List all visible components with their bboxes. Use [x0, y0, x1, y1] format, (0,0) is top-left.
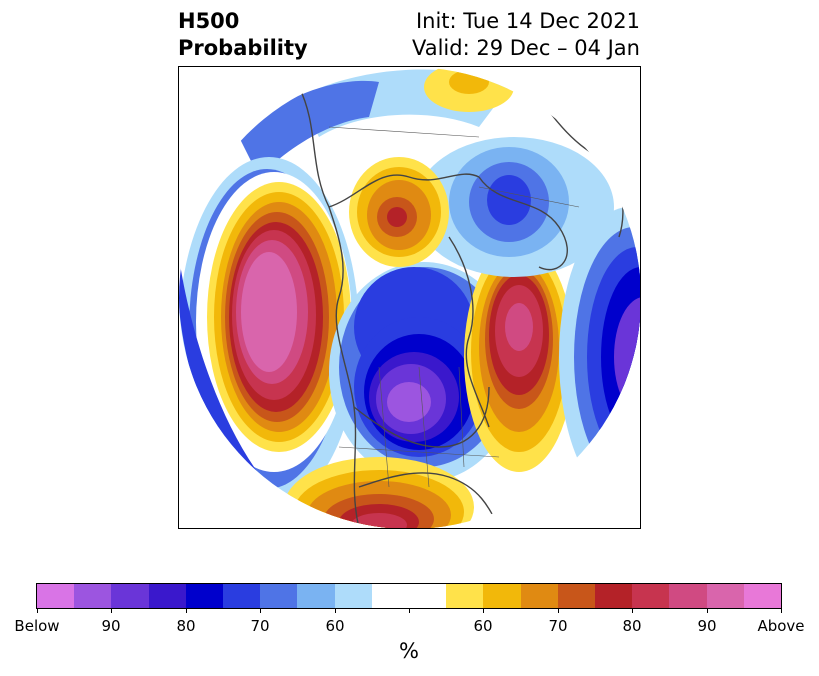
colorbar-segment [148, 584, 186, 608]
colorbar-segment [743, 584, 782, 608]
colorbar-tick-label: 70 [250, 617, 270, 635]
colorbar-segment [706, 584, 744, 608]
title-variable: H500 [178, 9, 240, 33]
anomaly-siberia-above [349, 157, 449, 267]
colorbar-segment [557, 584, 596, 608]
colorbar-tick [632, 608, 633, 613]
colorbar-tick [483, 608, 484, 613]
colorbar-tick [707, 608, 708, 613]
colorbar-segment [520, 584, 558, 608]
colorbar-segment [297, 584, 335, 608]
colorbar-tick [781, 608, 782, 613]
colorbar-segment [37, 584, 75, 608]
colorbar-tick-label: 60 [473, 617, 493, 635]
colorbar-segment [409, 584, 447, 608]
colorbar-tick [260, 608, 261, 613]
anomaly-scandinavia-below [414, 137, 614, 277]
colorbar-segment [483, 584, 521, 608]
colorbar-segment [111, 584, 149, 608]
map-panel [178, 66, 641, 529]
colorbar-tick-label: 90 [101, 617, 121, 635]
anomaly-mexico-above [284, 457, 474, 528]
colorbar-segment [595, 584, 633, 608]
colorbar-segment [185, 584, 224, 608]
title-init: Init: Tue 14 Dec 2021 [415, 9, 640, 33]
title-valid: Valid: 29 Dec – 04 Jan [411, 36, 640, 60]
anomaly-pacific-above [179, 157, 359, 507]
colorbar-tick-label: 70 [548, 617, 568, 635]
colorbar-tick-label: 80 [622, 617, 642, 635]
colorbar-segment [371, 584, 410, 608]
colorbar-tick [186, 608, 187, 613]
colorbar-tick-label: 60 [325, 617, 345, 635]
colorbar-unit-label: % [399, 639, 419, 663]
colorbar-tick [558, 608, 559, 613]
colorbar-tick-label: Above [757, 617, 805, 635]
colorbar-tick-label: 80 [176, 617, 196, 635]
colorbar-tick [409, 608, 410, 613]
chart-title-left: H500 Probability [178, 8, 308, 62]
polar-map [179, 67, 640, 528]
colorbar-tick-label: 90 [697, 617, 717, 635]
colorbar-segment [669, 584, 707, 608]
colorbar-segment [446, 584, 484, 608]
colorbar-segment [334, 584, 372, 608]
colorbar-segment [223, 584, 261, 608]
colorbar-tick-label: Below [14, 617, 60, 635]
borders [328, 126, 580, 488]
title-product: Probability [178, 36, 308, 60]
anomaly-atlantic-above [464, 242, 574, 472]
colorbar [36, 583, 782, 609]
colorbar-tick [335, 608, 336, 613]
colorbar-segment [260, 584, 298, 608]
chart-title-right: Init: Tue 14 Dec 2021 Valid: 29 Dec – 04… [412, 8, 640, 62]
colorbar-segment [74, 584, 112, 608]
colorbar-segment [632, 584, 670, 608]
colorbar-tick [111, 608, 112, 613]
colorbar-tick [37, 608, 38, 613]
